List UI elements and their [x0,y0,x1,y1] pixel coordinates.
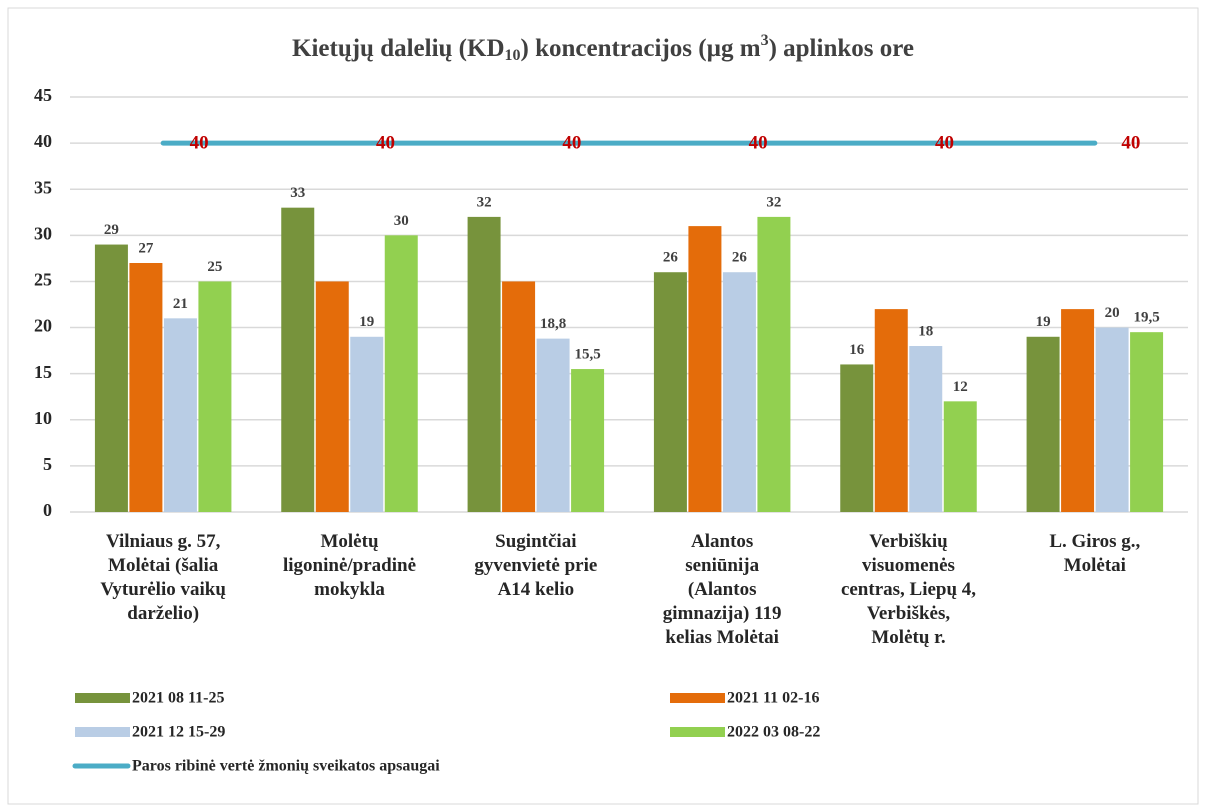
title-part: ) koncentracijos (µg m [521,35,761,62]
y-tick-label: 25 [34,270,52,290]
bar [1095,327,1129,512]
data-label: 29 [104,222,119,238]
bar [129,263,163,512]
y-tick-label: 45 [34,85,52,105]
bar [757,216,791,512]
bar [1061,309,1095,512]
legend-swatch [75,693,130,703]
data-label: 40 [1121,132,1140,153]
y-tick-label: 35 [34,177,52,197]
y-tick-label: 30 [34,223,52,243]
data-label: 40 [190,132,209,153]
bar [536,338,570,512]
legend-label: 2021 12 15-29 [132,724,225,741]
bar [281,207,315,512]
data-label: 40 [749,132,768,153]
data-label: 15,5 [574,346,600,362]
legend-label: Paros ribinė vertė žmonių sveikatos apsa… [132,758,440,775]
data-label: 32 [766,194,781,210]
bar [467,216,501,512]
y-tick-label: 0 [43,500,52,520]
legend-label: 2021 11 02-16 [727,690,819,707]
data-label: 20 [1105,305,1120,321]
data-label: 18,8 [540,316,566,332]
y-tick-label: 10 [34,408,52,428]
bar [874,309,908,512]
legend-swatch [75,727,130,737]
data-label: 12 [953,379,968,395]
data-label: 16 [849,342,865,358]
data-label: 26 [732,250,748,266]
data-label: 19 [359,314,374,330]
data-label: 30 [394,213,409,229]
bar [653,272,687,512]
x-tick-label: Alantos seniūnija (Alantos gimnazija) 11… [662,531,782,648]
bar [315,281,349,512]
x-tick-label: L. Giros g., Molėtai [1049,531,1141,576]
bar [943,401,977,512]
x-tick-label: Sugintčiai gyvenvietė prie A14 kelio [474,531,598,600]
data-label: 19,5 [1133,310,1159,326]
x-tick-label: Molėtų ligoninė/pradinė mokykla [282,531,417,600]
x-tick-label: Vilniaus g. 57, Molėtai (šalia Vyturėlio… [100,531,226,624]
data-label: 40 [935,132,954,153]
bar [198,281,232,512]
bar [1130,332,1164,512]
title-part: ) aplinkos ore [769,35,914,62]
data-label: 40 [562,132,581,153]
legend-swatch [670,727,725,737]
legend-label: 2021 08 11-25 [132,690,224,707]
title-superscript: 3 [761,32,769,49]
data-label: 27 [138,240,154,256]
bar [840,364,874,512]
x-tick-label: Verbiškių visuomenės centras, Liepų 4, V… [840,531,977,648]
bar [163,318,197,512]
legend-swatch [670,693,725,703]
data-label: 18 [918,323,933,339]
data-label: 21 [173,296,188,312]
data-label: 33 [290,185,305,201]
data-label: 26 [663,250,679,266]
bar [94,244,128,513]
data-label: 25 [207,259,222,275]
y-tick-label: 40 [34,131,52,151]
title-part: Kietųjų dalelių (KD [292,35,505,62]
bar [909,346,943,512]
bar [688,226,722,512]
bar [502,281,536,512]
data-label: 32 [477,194,492,210]
y-tick-label: 15 [34,362,52,382]
bar [571,369,605,512]
y-tick-label: 5 [43,454,52,474]
legend-label: 2022 03 08-22 [727,724,820,741]
data-label: 19 [1036,314,1051,330]
bar [722,272,756,512]
bar [384,235,418,513]
y-tick-label: 20 [34,316,52,336]
data-label: 40 [376,132,395,153]
title-subscript: 10 [505,47,521,64]
bar [1026,336,1060,512]
chart-title: Kietųjų dalelių (KD10) koncentracijos (µ… [292,32,914,64]
bar [350,336,384,512]
